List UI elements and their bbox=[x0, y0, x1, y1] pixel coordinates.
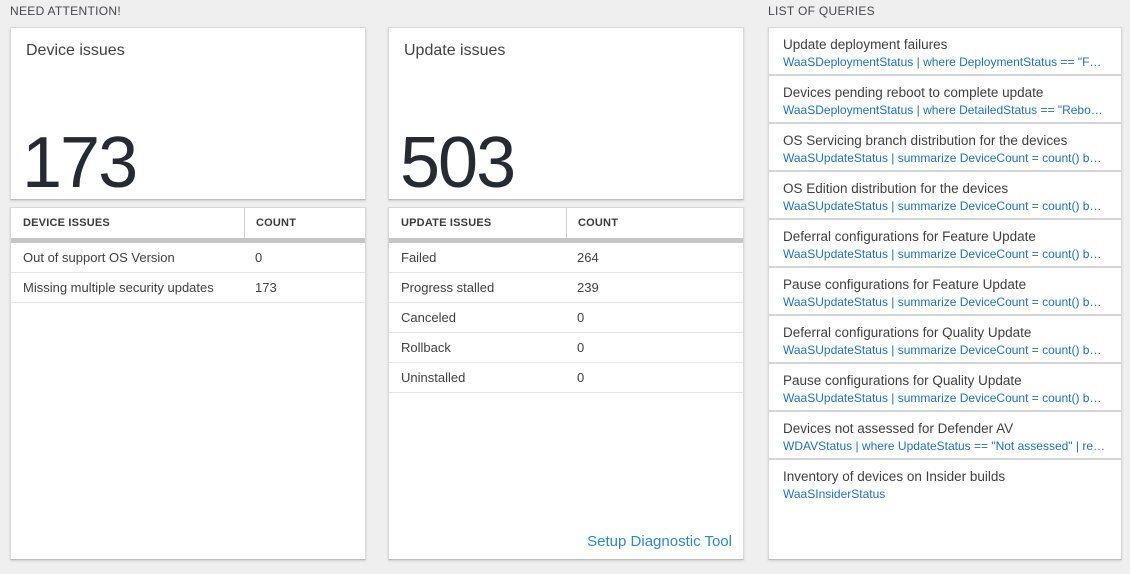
device-issues-title: Device issues bbox=[26, 42, 125, 59]
query-title: Inventory of devices on Insider builds bbox=[783, 469, 1006, 484]
row-count: 239 bbox=[577, 280, 599, 295]
table-row[interactable]: Progress stalled 239 bbox=[389, 273, 743, 303]
update-issues-tile[interactable]: Update issues 503 bbox=[388, 27, 744, 200]
query-list-item[interactable]: Deferral configurations for Feature Upda… bbox=[769, 220, 1121, 268]
setup-diagnostic-tool-link[interactable]: Setup Diagnostic Tool bbox=[587, 533, 732, 550]
query-list-item[interactable]: OS Edition distribution for the devices … bbox=[769, 172, 1121, 220]
device-issues-count: 173 bbox=[22, 123, 138, 203]
query-text: WaaSUpdateStatus | summarize DeviceCount… bbox=[783, 343, 1107, 357]
query-list-item[interactable]: Devices pending reboot to complete updat… bbox=[769, 76, 1121, 124]
query-list-item[interactable]: Pause configurations for Quality Update … bbox=[769, 364, 1121, 412]
query-text: WaaSUpdateStatus | summarize DeviceCount… bbox=[783, 391, 1107, 405]
query-list-item[interactable]: Update deployment failures WaaSDeploymen… bbox=[769, 28, 1121, 76]
device-issues-table-header: DEVICE ISSUES COUNT bbox=[11, 208, 365, 238]
update-issues-count: 503 bbox=[400, 123, 516, 203]
query-title: OS Servicing branch distribution for the… bbox=[783, 133, 1068, 148]
row-count: 0 bbox=[577, 310, 585, 325]
row-label: Out of support OS Version bbox=[23, 250, 175, 265]
update-issues-title: Update issues bbox=[404, 42, 506, 59]
device-issues-tile[interactable]: Device issues 173 bbox=[10, 27, 366, 200]
row-count: 0 bbox=[577, 340, 585, 355]
query-list-item[interactable]: OS Servicing branch distribution for the… bbox=[769, 124, 1121, 172]
need-attention-header: NEED ATTENTION! bbox=[10, 4, 121, 18]
update-issues-table: UPDATE ISSUES COUNT Failed 264 Progress … bbox=[388, 207, 744, 560]
count-column-header: COUNT bbox=[566, 208, 743, 238]
query-title: Devices pending reboot to complete updat… bbox=[783, 85, 1044, 100]
list-of-queries-header: LIST OF QUERIES bbox=[768, 4, 875, 18]
query-text: WaaSUpdateStatus | summarize DeviceCount… bbox=[783, 199, 1107, 213]
device-issues-column-header: DEVICE ISSUES bbox=[23, 217, 110, 229]
row-label: Uninstalled bbox=[401, 370, 466, 385]
query-text: WDAVStatus | where UpdateStatus == "Not … bbox=[783, 439, 1107, 453]
query-list-item[interactable]: Deferral configurations for Quality Upda… bbox=[769, 316, 1121, 364]
query-title: OS Edition distribution for the devices bbox=[783, 181, 1009, 196]
row-count: 173 bbox=[255, 280, 277, 295]
row-label: Missing multiple security updates bbox=[23, 280, 214, 295]
query-text: WaaSDeploymentStatus | where DeploymentS… bbox=[783, 55, 1107, 69]
table-header-bar bbox=[389, 238, 743, 243]
query-title: Pause configurations for Quality Update bbox=[783, 373, 1022, 388]
query-title: Pause configurations for Feature Update bbox=[783, 277, 1027, 292]
table-header-bar bbox=[11, 238, 365, 243]
table-row[interactable]: Failed 264 bbox=[389, 243, 743, 273]
update-issues-table-header: UPDATE ISSUES COUNT bbox=[389, 208, 743, 238]
query-list-item[interactable]: Devices not assessed for Defender AV WDA… bbox=[769, 412, 1121, 460]
query-title: Update deployment failures bbox=[783, 37, 948, 52]
query-title: Deferral configurations for Feature Upda… bbox=[783, 229, 1036, 244]
row-label: Rollback bbox=[401, 340, 451, 355]
query-title: Deferral configurations for Quality Upda… bbox=[783, 325, 1032, 340]
query-text: WaaSUpdateStatus | summarize DeviceCount… bbox=[783, 247, 1107, 261]
query-text: WaaSInsiderStatus bbox=[783, 487, 886, 501]
row-count: 264 bbox=[577, 250, 599, 265]
count-column-header: COUNT bbox=[244, 208, 365, 238]
query-text: WaaSUpdateStatus | summarize DeviceCount… bbox=[783, 151, 1107, 165]
query-text: WaaSDeploymentStatus | where DetailedSta… bbox=[783, 103, 1107, 117]
row-count: 0 bbox=[255, 250, 263, 265]
table-row[interactable]: Missing multiple security updates 173 bbox=[11, 273, 365, 303]
query-title: Devices not assessed for Defender AV bbox=[783, 421, 1014, 436]
query-list: Update deployment failures WaaSDeploymen… bbox=[768, 27, 1122, 560]
table-row[interactable]: Rollback 0 bbox=[389, 333, 743, 363]
row-count: 0 bbox=[577, 370, 585, 385]
table-row[interactable]: Out of support OS Version 0 bbox=[11, 243, 365, 273]
table-row[interactable]: Canceled 0 bbox=[389, 303, 743, 333]
row-label: Failed bbox=[401, 250, 437, 265]
query-list-item[interactable]: Inventory of devices on Insider builds W… bbox=[769, 460, 1121, 559]
query-list-item[interactable]: Pause configurations for Feature Update … bbox=[769, 268, 1121, 316]
row-label: Canceled bbox=[401, 310, 456, 325]
table-row[interactable]: Uninstalled 0 bbox=[389, 363, 743, 393]
query-text: WaaSUpdateStatus | summarize DeviceCount… bbox=[783, 295, 1107, 309]
row-label: Progress stalled bbox=[401, 280, 495, 295]
update-issues-column-header: UPDATE ISSUES bbox=[401, 217, 492, 229]
device-issues-table: DEVICE ISSUES COUNT Out of support OS Ve… bbox=[10, 207, 366, 560]
